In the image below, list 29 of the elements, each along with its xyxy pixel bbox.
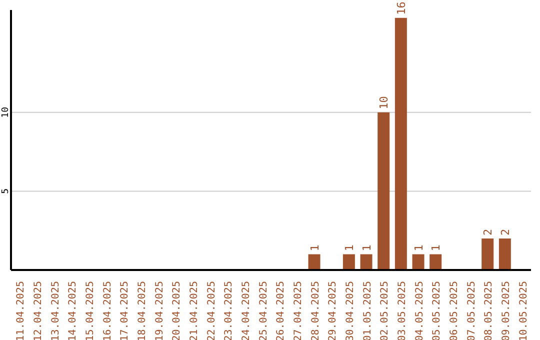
x-tick-label: 15.04.2025	[85, 281, 96, 340]
data-label: 2	[498, 228, 512, 236]
data-label: 1	[308, 244, 322, 252]
y-tick-label: 5	[1, 188, 11, 194]
x-tick-label: 13.04.2025	[50, 281, 62, 340]
data-label: 1	[412, 244, 426, 252]
bar	[498, 238, 511, 270]
data-label: 16	[394, 2, 408, 15]
x-tick-label: 18.04.2025	[137, 281, 148, 340]
bar	[342, 254, 355, 270]
x-tick-label: 19.04.2025	[154, 281, 166, 340]
x-tick-label: 10.05.2025	[518, 281, 530, 340]
x-tick-label: 17.04.2025	[120, 281, 131, 340]
data-label: 1	[430, 244, 443, 252]
data-label: 10	[378, 96, 391, 110]
bar	[412, 254, 424, 270]
bar	[430, 254, 442, 270]
bar	[308, 254, 320, 270]
data-label: 1	[342, 244, 356, 252]
bar	[482, 238, 494, 270]
bar	[360, 254, 372, 270]
x-tick-label: 11.04.2025	[16, 281, 27, 340]
x-tick-label: 12.04.2025	[33, 281, 44, 340]
x-tick-label: 16.04.2025	[102, 281, 114, 340]
data-label: 1	[360, 244, 374, 252]
x-tick-label: 14.04.2025	[68, 281, 79, 340]
data-label: 2	[482, 228, 495, 236]
bar	[378, 112, 390, 270]
bar	[394, 18, 407, 270]
